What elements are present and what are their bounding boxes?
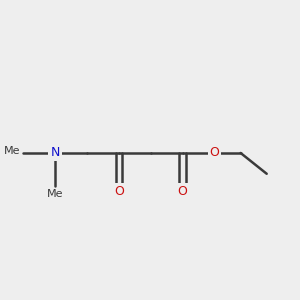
Text: O: O [210, 146, 219, 160]
Text: O: O [114, 185, 124, 198]
Text: O: O [178, 185, 188, 198]
Text: Me: Me [47, 189, 63, 199]
Text: N: N [50, 146, 60, 160]
Text: Me: Me [4, 146, 20, 157]
